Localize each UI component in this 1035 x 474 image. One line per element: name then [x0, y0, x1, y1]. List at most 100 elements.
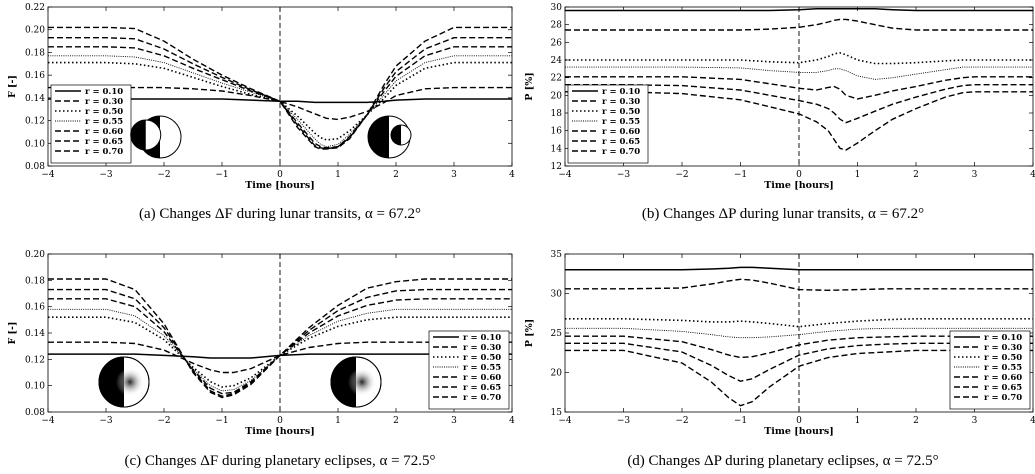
legend-label: r = 0.30 — [602, 97, 640, 107]
legend-box — [949, 330, 1031, 410]
chart-panel-d: −4 −3 −2 −1 0 1 2 3 4 15 20 25 30 35 Time [hours] P [%]… — [524, 250, 1035, 437]
series-line — [565, 52, 1033, 65]
y-tick-label: 0.08 — [25, 408, 45, 418]
legend: r = 0.10r = 0.30r = 0.50r = 0.55r = 0.60… — [567, 84, 649, 164]
x-tick-label: −3 — [99, 416, 113, 426]
legend-label: r = 0.55 — [602, 117, 640, 127]
y-axis-label: P [%] — [524, 72, 535, 100]
y-tick-label: 30 — [551, 290, 563, 300]
y-tick-label: 0.16 — [25, 303, 45, 313]
x-tick-label: 4 — [509, 170, 515, 180]
x-tick-label: −3 — [99, 170, 113, 180]
chart-panel-c: −4 −3 −2 −1 0 1 2 3 4 0.08 0.10 0.12 0.14 0.16 0.18 0.2… — [7, 250, 515, 437]
x-tick-label: −2 — [157, 416, 170, 426]
series-line — [565, 278, 1033, 291]
x-tick-label: −3 — [617, 170, 631, 180]
series-line — [48, 288, 512, 397]
y-tick-label: 20 — [551, 91, 563, 101]
y-tick-label: 0.20 — [25, 26, 45, 36]
y-tick-label: 12 — [551, 162, 562, 172]
x-tick-label: −1 — [215, 416, 228, 426]
x-tick-label: 1 — [855, 416, 861, 426]
legend-label: r = 0.65 — [984, 383, 1022, 393]
legend-label: r = 0.65 — [85, 137, 123, 147]
x-tick-label: 2 — [393, 170, 399, 180]
series-line — [48, 353, 512, 359]
x-tick-label: −2 — [157, 170, 170, 180]
y-tick-label: 28 — [551, 21, 563, 31]
legend-label: r = 0.55 — [463, 363, 501, 373]
y-tick-label: 24 — [551, 56, 563, 66]
eclipse-inset-right — [330, 356, 382, 408]
y-tick-label: 20 — [551, 369, 563, 379]
y-tick-label: 0.18 — [25, 276, 45, 286]
x-tick-label: 4 — [1030, 416, 1035, 426]
legend-label: r = 0.50 — [85, 107, 123, 117]
legend-label: r = 0.50 — [984, 353, 1022, 363]
x-tick-label: −2 — [675, 416, 688, 426]
y-tick-label: 0.22 — [25, 3, 45, 13]
x-tick-label: 3 — [972, 170, 978, 180]
x-tick-label: 0 — [277, 170, 283, 180]
legend-label: r = 0.60 — [602, 127, 640, 137]
y-axis-label: F [-] — [7, 75, 18, 98]
y-tick-label: 0.12 — [25, 117, 45, 127]
legend-label: r = 0.10 — [984, 333, 1022, 343]
x-tick-label: 3 — [972, 416, 978, 426]
moon-night-side — [130, 120, 146, 150]
y-axis-label: P [%] — [524, 319, 535, 347]
series-line — [565, 76, 1033, 100]
legend-label: r = 0.55 — [85, 117, 123, 127]
x-axis-label: Time [hours] — [245, 180, 315, 191]
legend-label: r = 0.65 — [463, 383, 501, 393]
y-tick-label: 0.12 — [25, 355, 45, 365]
legend-label: r = 0.10 — [85, 87, 123, 97]
transit-inset-right — [367, 115, 412, 159]
y-tick-label: 0.10 — [25, 139, 45, 149]
series-line — [48, 278, 512, 399]
legend-label: r = 0.70 — [463, 393, 501, 403]
planet-outline — [330, 356, 382, 408]
series-line — [565, 8, 1033, 12]
planet-outline — [98, 356, 150, 408]
series-line — [48, 46, 512, 149]
legend-label: r = 0.30 — [85, 97, 123, 107]
legend-label: r = 0.30 — [984, 343, 1022, 353]
legend-label: r = 0.10 — [602, 87, 640, 97]
x-tick-label: 1 — [855, 170, 861, 180]
series-line — [565, 91, 1033, 151]
x-axis-label: Time [hours] — [764, 180, 834, 191]
x-tick-label: 1 — [335, 170, 341, 180]
y-tick-label: 15 — [551, 408, 563, 418]
legend-box — [428, 330, 510, 410]
x-tick-label: −1 — [734, 416, 747, 426]
x-tick-label: −4 — [41, 416, 55, 426]
x-tick-label: 2 — [913, 170, 919, 180]
legend-label: r = 0.60 — [463, 373, 501, 383]
y-tick-label: 14 — [551, 144, 563, 154]
moon-shadow — [99, 357, 149, 407]
series-line — [48, 298, 512, 395]
y-tick-label: 22 — [551, 74, 562, 84]
x-tick-label: −1 — [734, 170, 747, 180]
series-line — [48, 308, 512, 392]
y-tick-label: 0.14 — [25, 94, 45, 104]
x-tick-label: 3 — [451, 416, 457, 426]
planet-night-side — [368, 116, 389, 158]
y-tick-label: 25 — [551, 329, 563, 339]
series-line — [48, 26, 512, 150]
legend-label: r = 0.10 — [463, 333, 501, 343]
legend-box — [50, 84, 132, 164]
legend-label: r = 0.50 — [463, 353, 501, 363]
series-line — [565, 266, 1033, 271]
x-tick-label: 0 — [796, 416, 802, 426]
y-tick-label: 0.20 — [25, 250, 45, 260]
legend-label: r = 0.55 — [984, 363, 1022, 373]
panel-caption: (d) Changes ΔP during planetary eclipses… — [627, 453, 938, 469]
x-tick-label: 3 — [451, 170, 457, 180]
panel-caption: (c) Changes ΔF during planetary eclipses… — [124, 453, 435, 469]
x-axis-label: Time [hours] — [245, 426, 315, 437]
series-line — [48, 86, 512, 121]
y-tick-label: 30 — [551, 3, 563, 13]
